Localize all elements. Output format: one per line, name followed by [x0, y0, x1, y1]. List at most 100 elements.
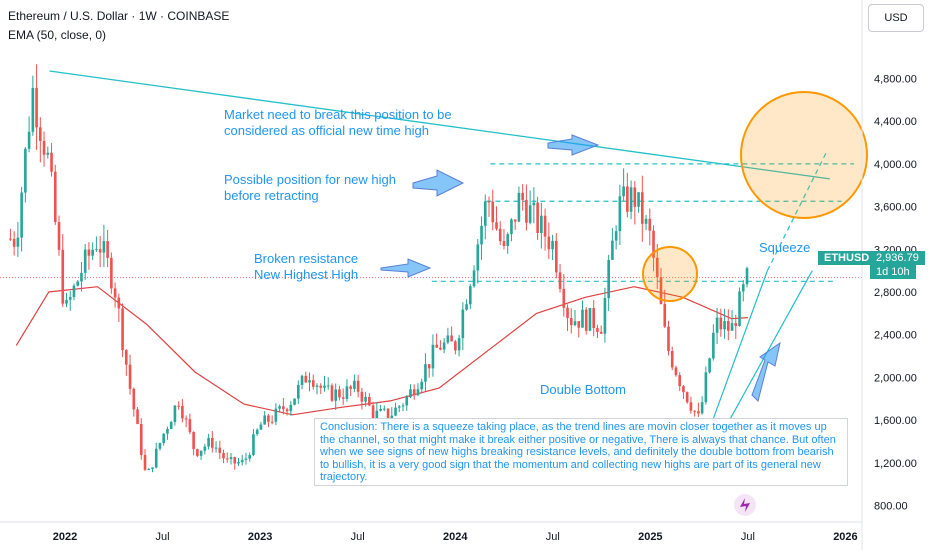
- candle-body: [154, 448, 158, 468]
- candle-body: [629, 187, 633, 212]
- candle-body: [345, 386, 349, 399]
- candle-body: [341, 397, 345, 399]
- candle-body: [465, 304, 468, 310]
- candle-body: [584, 309, 588, 331]
- candle-body: [510, 219, 513, 235]
- candle-body: [745, 268, 749, 285]
- candle-body: [469, 286, 472, 305]
- candle-body: [637, 192, 640, 207]
- candle-body: [704, 372, 708, 403]
- candle-body: [566, 307, 569, 319]
- ema-legend[interactable]: EMA (50, close, 0): [8, 28, 107, 42]
- annotation-line: Market need to break this position to be: [224, 107, 452, 122]
- x-tick-label: Jul: [741, 531, 755, 543]
- candle-body: [338, 389, 341, 398]
- annotation-line: before retracting: [224, 188, 319, 203]
- target-zone-circle: [740, 91, 868, 219]
- candle-body: [9, 238, 12, 240]
- candle-body: [136, 409, 139, 425]
- assistant-logo-icon[interactable]: [733, 493, 757, 517]
- candle-body: [39, 127, 42, 141]
- annotation-double-bottom[interactable]: Double Bottom: [540, 382, 626, 397]
- candle-body: [431, 344, 435, 369]
- candle-body: [282, 406, 285, 410]
- candle-body: [573, 321, 577, 326]
- candle-body: [330, 385, 334, 401]
- candle-body: [147, 468, 151, 470]
- squeeze-up-arrow-icon: [751, 341, 781, 402]
- candle-body: [98, 249, 102, 253]
- x-tick-label: 2024: [443, 531, 468, 543]
- ema-50-line: [15, 286, 748, 416]
- candle-body: [394, 407, 397, 416]
- candle-body: [158, 443, 162, 449]
- candle-body: [375, 410, 379, 420]
- candle-body: [614, 231, 618, 241]
- candle-body: [569, 318, 573, 326]
- last-price-tag: 2,936.79: [870, 251, 925, 265]
- candle-body: [386, 408, 390, 419]
- candle-body: [390, 415, 394, 419]
- candle-body: [412, 389, 416, 396]
- resistance-arrow-icon: [547, 134, 600, 156]
- candle-body: [91, 249, 94, 256]
- annotation-squeeze[interactable]: Squeeze: [759, 240, 811, 255]
- candle-body: [263, 415, 266, 425]
- candle-body: [689, 402, 693, 411]
- candle-body: [674, 367, 678, 376]
- candle-body: [480, 225, 483, 245]
- candle-body: [65, 299, 68, 304]
- candle-body: [730, 323, 734, 331]
- candle-body: [633, 187, 637, 207]
- candle-body: [397, 406, 401, 408]
- candle-body: [461, 309, 465, 339]
- annotation-possible-high[interactable]: Possible position for new high before re…: [224, 172, 396, 204]
- y-tick-label: 2,000.00: [874, 372, 917, 384]
- candle-body: [644, 218, 648, 224]
- long-term-trendline: [49, 70, 830, 180]
- candle-body: [184, 418, 188, 420]
- candle-body: [196, 449, 199, 456]
- candle-body: [454, 341, 457, 351]
- candle-body: [506, 234, 510, 246]
- candle-body: [592, 308, 596, 329]
- candle-body: [607, 259, 610, 299]
- candle-body: [349, 386, 352, 389]
- annotation-broken-resistance[interactable]: Broken resistance New Highest High: [254, 251, 358, 283]
- candle-body: [24, 148, 27, 193]
- candle-body: [248, 455, 252, 459]
- candle-body: [727, 321, 730, 331]
- candle-body: [113, 288, 117, 298]
- candle-body: [648, 218, 652, 231]
- candle-body: [543, 215, 547, 237]
- conclusion-note[interactable]: Conclusion: There is a squeeze taking pl…: [314, 418, 848, 486]
- candle-body: [46, 152, 50, 155]
- currency-button[interactable]: USD: [868, 4, 924, 32]
- candle-body: [117, 297, 121, 309]
- annotation-market-break[interactable]: Market need to break this position to be…: [224, 107, 452, 139]
- annotation-line: Broken resistance: [254, 251, 359, 266]
- candle-body: [483, 201, 487, 226]
- candle-body: [700, 402, 704, 414]
- candle-body: [360, 391, 364, 402]
- y-tick-label: 2,400.00: [874, 330, 917, 342]
- candle-body: [622, 186, 625, 197]
- candle-body: [53, 171, 57, 223]
- y-tick-label: 4,400.00: [874, 116, 917, 128]
- candle-body: [551, 240, 554, 250]
- candle-body: [495, 222, 498, 229]
- candle-body: [517, 192, 521, 222]
- candle-body: [685, 392, 689, 403]
- candle-body: [364, 396, 367, 402]
- candle-body: [708, 358, 711, 373]
- candle-body: [278, 406, 281, 409]
- candle-body: [472, 270, 476, 287]
- candle-body: [641, 192, 644, 224]
- candle-body: [368, 396, 371, 406]
- x-tick-label: Jul: [546, 531, 560, 543]
- candle-body: [353, 380, 356, 389]
- candle-body: [588, 308, 592, 331]
- candle-body: [513, 219, 517, 222]
- candle-body: [420, 381, 424, 390]
